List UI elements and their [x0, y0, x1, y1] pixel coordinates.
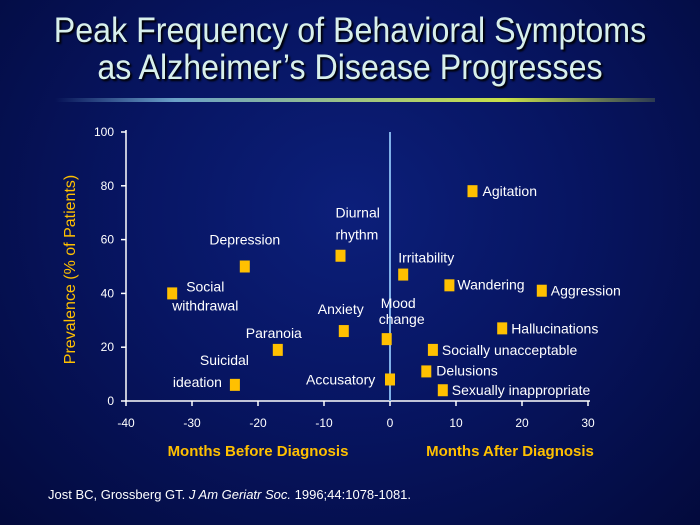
x-tick-label: -40: [117, 416, 135, 430]
citation: Jost BC, Grossberg GT. J Am Geriatr Soc.…: [48, 487, 411, 502]
data-point-label: ideation: [173, 374, 222, 390]
data-point-label: Depression: [209, 232, 280, 248]
data-point-label: change: [379, 311, 425, 327]
data-point-marker: [272, 343, 283, 356]
data-point-label: Delusions: [436, 362, 497, 378]
data-point-marker: [497, 322, 508, 335]
data-point-label: Diurnal: [336, 205, 380, 221]
data-point-label: Irritability: [398, 250, 454, 266]
data-point-marker: [398, 268, 409, 281]
data-point-marker: [437, 384, 448, 397]
slide-title: Peak Frequency of Behavioral Symptoms as…: [28, 12, 672, 86]
data-point-marker: [427, 343, 438, 356]
data-point-marker: [536, 284, 547, 297]
data-point-label: Aggression: [551, 283, 621, 299]
data-point-label: Socially unacceptable: [442, 342, 578, 358]
citation-authors: Jost BC, Grossberg GT.: [48, 487, 186, 502]
data-point-marker: [338, 325, 349, 338]
data-point-marker: [381, 333, 392, 346]
data-point-label: Accusatory: [306, 371, 375, 387]
title-line-1: Peak Frequency of Behavioral Symptoms: [53, 11, 647, 50]
x-tick-label: 20: [515, 416, 529, 430]
data-point-label: Mood: [381, 295, 416, 311]
data-point-label: Hallucinations: [511, 320, 598, 336]
x-tick-label: 0: [387, 416, 394, 430]
data-point-label: Paranoia: [246, 325, 302, 341]
x-tick-label: 10: [449, 416, 463, 430]
y-tick-label: 80: [101, 179, 115, 193]
data-point-label: Sexually inappropriate: [452, 382, 591, 398]
x-tick-label: -20: [249, 416, 267, 430]
citation-details: 1996;44:1078-1081.: [294, 487, 412, 502]
x-axis-title-before: Months Before Diagnosis: [168, 443, 349, 460]
data-point-marker: [335, 249, 346, 262]
data-point-label: Agitation: [483, 183, 537, 199]
data-point-label: Suicidal: [200, 352, 249, 368]
y-tick-label: 100: [94, 125, 114, 139]
y-tick-label: 0: [107, 394, 114, 408]
x-tick-label: -30: [183, 416, 201, 430]
data-point-marker: [239, 260, 250, 273]
citation-journal: J Am Geriatr Soc.: [188, 487, 291, 502]
data-point-marker: [167, 287, 178, 300]
data-point-marker: [421, 365, 432, 378]
data-point-marker: [444, 279, 455, 292]
data-point-label: Wandering: [457, 276, 524, 292]
data-point-label: rhythm: [336, 227, 379, 243]
data-point-label: Anxiety: [318, 301, 364, 317]
y-tick-label: 20: [101, 340, 115, 354]
y-tick-label: 60: [101, 233, 115, 247]
x-tick-label: -10: [315, 416, 333, 430]
data-point-label: withdrawal: [171, 297, 238, 313]
data-point-marker: [467, 185, 478, 198]
x-axis-title-after: Months After Diagnosis: [426, 443, 594, 460]
title-divider: [55, 98, 655, 102]
y-tick-label: 40: [101, 286, 115, 300]
x-tick-label: 30: [581, 416, 595, 430]
title-line-2: as Alzheimer’s Disease Progresses: [97, 48, 603, 87]
y-axis-title: Prevalence (% of Patients): [62, 175, 79, 364]
data-point-label: Social: [186, 278, 224, 294]
data-point-marker: [385, 373, 395, 386]
data-point-marker: [229, 378, 240, 391]
